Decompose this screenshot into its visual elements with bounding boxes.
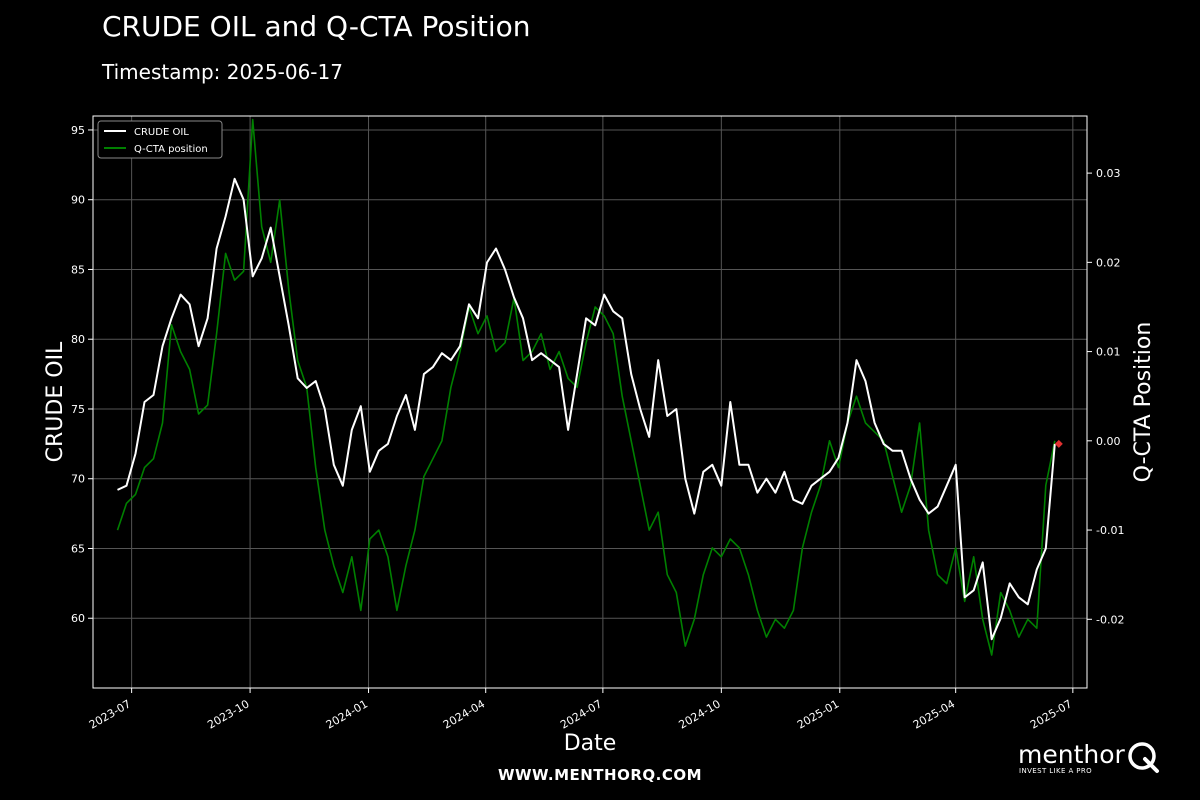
series-layer: [116, 118, 1063, 656]
y-tick-label: 95: [71, 124, 85, 137]
y-tick-label: 85: [71, 263, 85, 276]
chart-subtitle: Timestamp: 2025-06-17: [102, 60, 343, 84]
legend-label: CRUDE OIL: [134, 127, 189, 138]
logo-wordmark: menthor: [1018, 740, 1125, 769]
x-tick-label: 2024-10: [677, 697, 723, 731]
y-axis-label: CRUDE OIL: [43, 341, 68, 462]
axis-layer: 60 65 70 75 80 85 90 95 -0.02 -0.01 0.00 0.01 0.02 0.…: [43, 124, 1156, 756]
chart-canvas: 60 65 70 75 80 85 90 95 -0.02 -0.01 0.00 0.01 0.02 0.…: [43, 115, 1156, 756]
chart-title: CRUDE OIL and Q-CTA Position: [102, 10, 531, 43]
legend: CRUDE OIL Q-CTA position: [97, 120, 223, 159]
x-tick-label: 2024-01: [324, 697, 370, 731]
y-tick-label: 65: [71, 542, 85, 555]
y2-tick-label: 0.03: [1096, 167, 1121, 180]
y-tick-label: 75: [71, 403, 85, 416]
y2-tick-label: 0.00: [1096, 435, 1121, 448]
x-axis-label: Date: [564, 731, 617, 756]
brand-logo: menthor INVEST LIKE A PRO: [1018, 740, 1159, 776]
logo-q-icon: [1128, 742, 1159, 773]
grid-layer: [93, 116, 1087, 688]
y-tick-label: 60: [71, 612, 85, 625]
x-tick-label: 2023-10: [205, 697, 251, 731]
y2-tick-label: -0.02: [1096, 613, 1124, 626]
last-value-marker: [1054, 439, 1063, 448]
x-tick-label: 2024-04: [441, 697, 487, 731]
crude-oil-line: [117, 177, 1056, 641]
footer-url[interactable]: WWW.MENTHORQ.COM: [497, 766, 703, 784]
x-tick-label: 2025-01: [795, 697, 841, 731]
y2-tick-label: 0.01: [1096, 346, 1121, 359]
y-tick-label: 70: [71, 473, 85, 486]
x-tick-label: 2024-07: [558, 697, 604, 731]
y2-axis-label: Q-CTA Position: [1131, 322, 1156, 483]
x-tick-label: 2023-07: [87, 697, 133, 731]
legend-label: Q-CTA position: [134, 144, 208, 155]
y2-tick-label: -0.01: [1096, 524, 1124, 537]
y-tick-label: 80: [71, 333, 85, 346]
x-tick-label: 2025-07: [1028, 697, 1074, 731]
y2-tick-label: 0.02: [1096, 256, 1121, 269]
x-tick-label: 2025-04: [911, 697, 957, 731]
y-tick-label: 90: [71, 194, 85, 207]
plot-frame: [92, 115, 1088, 689]
logo-tagline: INVEST LIKE A PRO: [1019, 767, 1093, 775]
legend-box: [97, 120, 223, 159]
